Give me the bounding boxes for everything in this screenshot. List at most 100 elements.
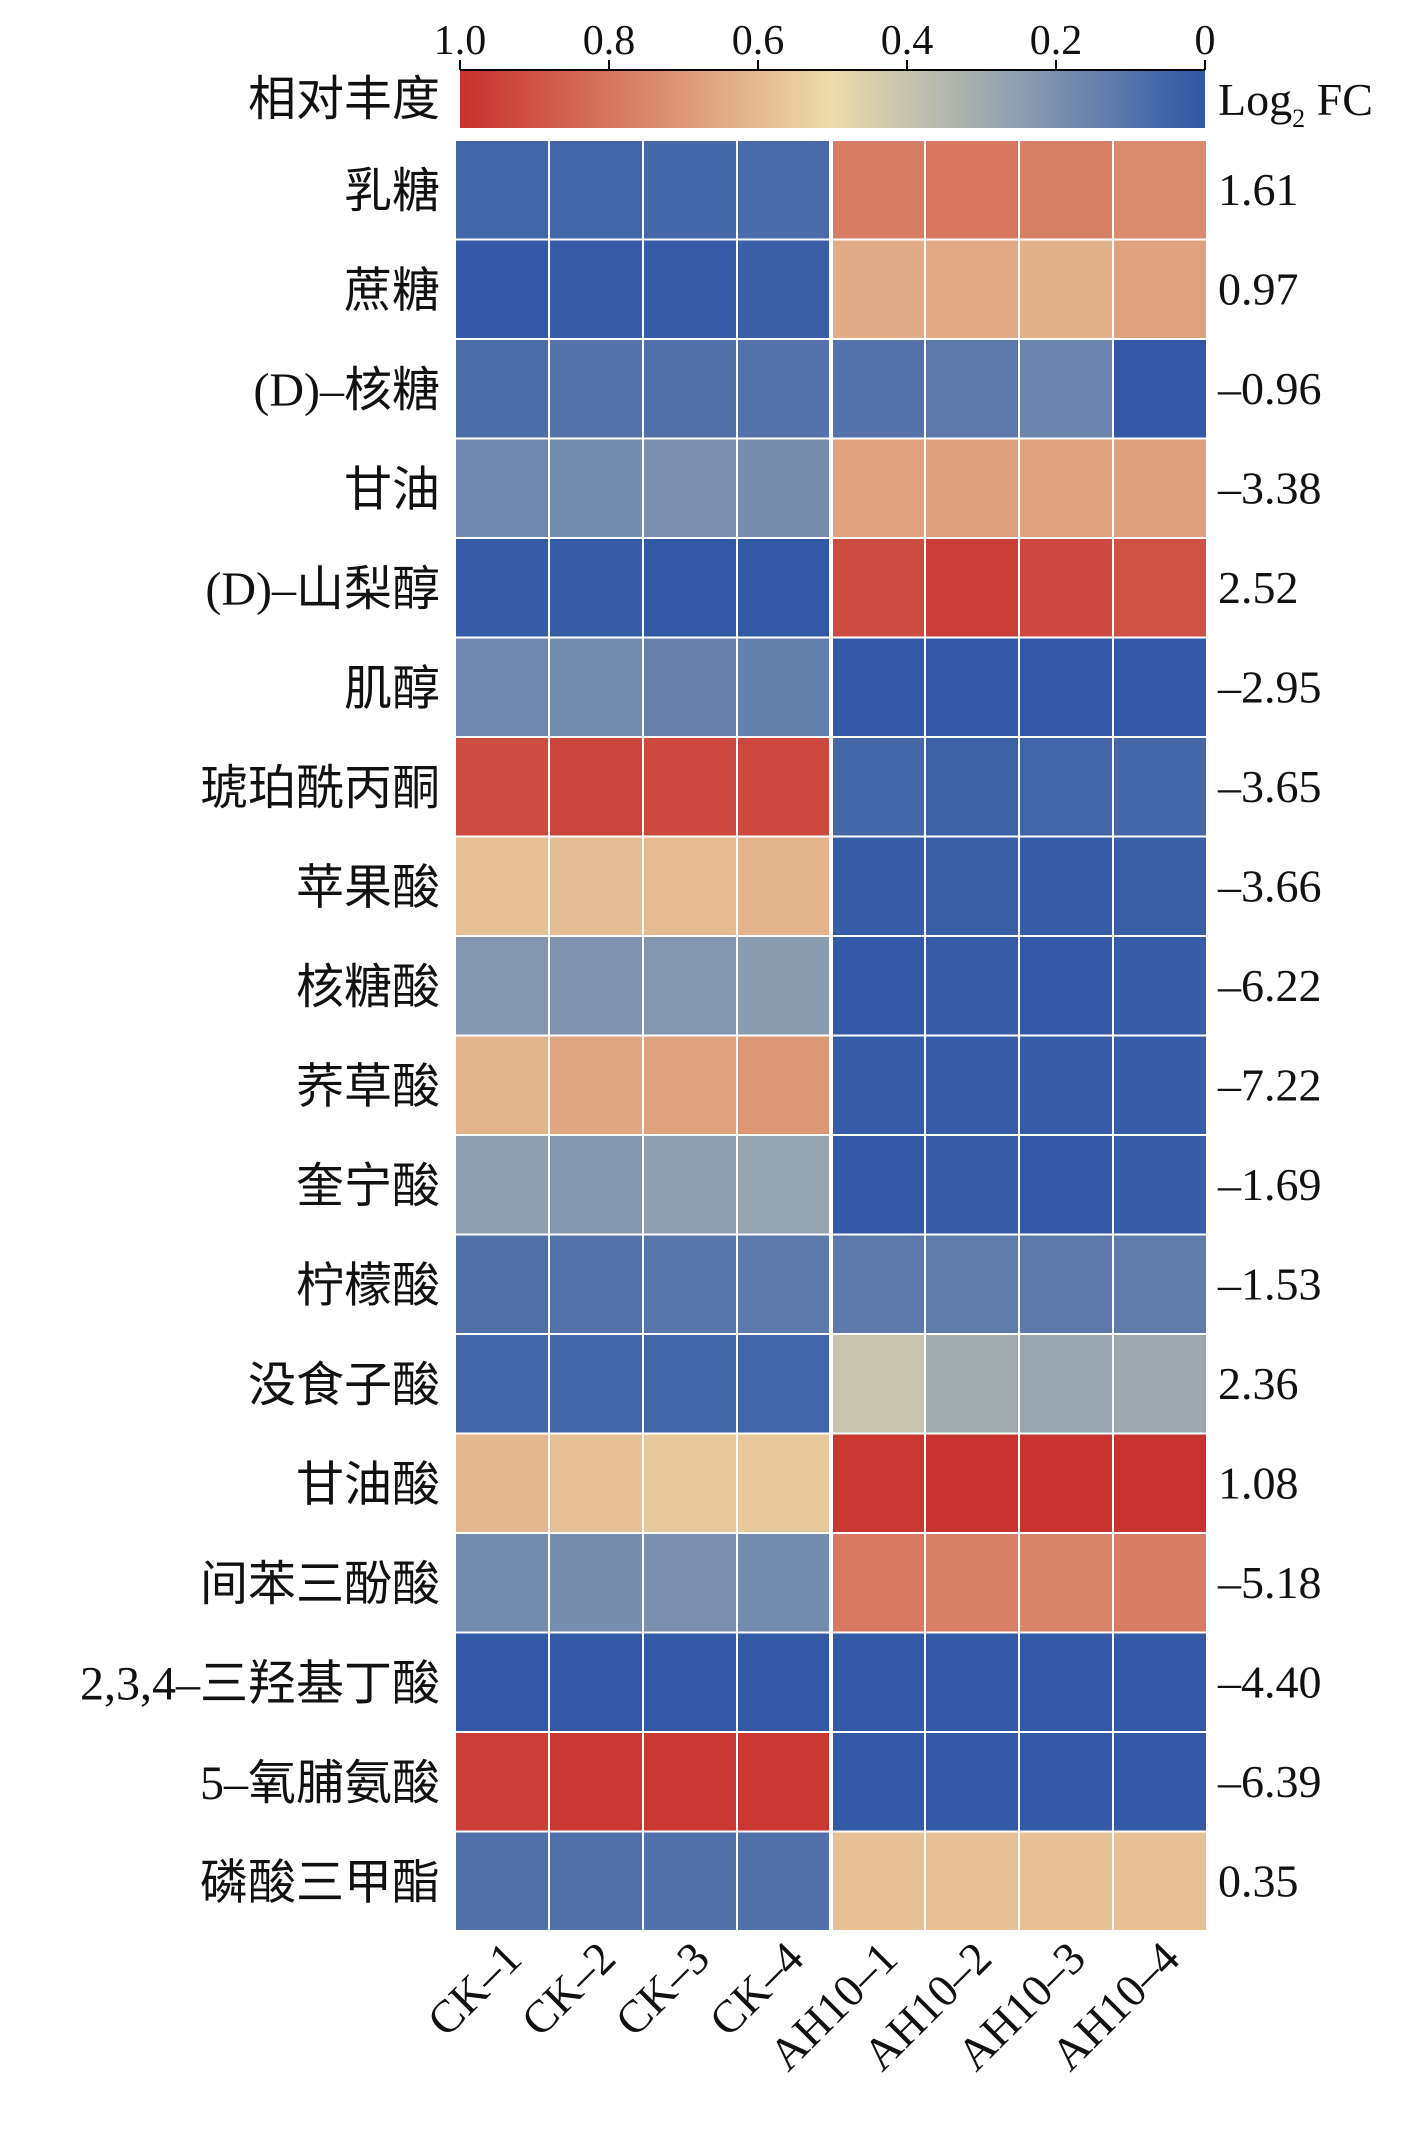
colorbar-tick-label: 0.4 bbox=[881, 18, 934, 64]
colorbar-rect bbox=[460, 70, 1205, 128]
heatmap-cell bbox=[924, 935, 1020, 1037]
heatmap-cell bbox=[548, 1830, 644, 1932]
row-label: 荞草酸 bbox=[296, 1060, 440, 1113]
heatmap-cell bbox=[830, 139, 926, 241]
heatmap-cell bbox=[1018, 835, 1114, 937]
heatmap-cell bbox=[1018, 1432, 1114, 1534]
heatmap-cell bbox=[924, 1333, 1020, 1435]
heatmap-cell bbox=[736, 1830, 832, 1932]
fc-value: –6.22 bbox=[1217, 960, 1322, 1011]
heatmap-cell bbox=[924, 1432, 1020, 1534]
heatmap-cell bbox=[454, 1532, 550, 1634]
heatmap-cell bbox=[548, 238, 644, 340]
heatmap-cell bbox=[924, 636, 1020, 738]
heatmap-cell bbox=[924, 1034, 1020, 1136]
row-label: 甘油 bbox=[344, 463, 440, 516]
heatmap-cell bbox=[736, 1333, 832, 1435]
heatmap-cell bbox=[1112, 1830, 1208, 1932]
row-label: 没食子酸 bbox=[248, 1359, 440, 1412]
heatmap-cell bbox=[1018, 1034, 1114, 1136]
log2-fc-header: Log2 FC bbox=[1218, 74, 1373, 133]
heatmap-cell bbox=[1112, 935, 1208, 1037]
heatmap-cell bbox=[736, 736, 832, 838]
heatmap-cell bbox=[548, 736, 644, 838]
heatmap-cell bbox=[830, 1432, 926, 1534]
heatmap-cell bbox=[454, 1134, 550, 1236]
heatmap-cell bbox=[642, 1333, 738, 1435]
heatmap-cell bbox=[1018, 238, 1114, 340]
heatmap-cell bbox=[830, 437, 926, 539]
heatmap-cell bbox=[454, 935, 550, 1037]
heatmap-cell bbox=[548, 935, 644, 1037]
heatmap-cell bbox=[454, 1631, 550, 1733]
heatmap-cell bbox=[548, 835, 644, 937]
heatmap-cell bbox=[736, 1034, 832, 1136]
fc-value: 0.97 bbox=[1218, 263, 1299, 314]
colorbar-label: 相对丰度 bbox=[248, 73, 440, 126]
heatmap-cell bbox=[1112, 1631, 1208, 1733]
heatmap-cell bbox=[830, 338, 926, 440]
heatmap-cell bbox=[924, 1233, 1020, 1335]
heatmap-cell bbox=[830, 736, 926, 838]
heatmap-cell bbox=[642, 238, 738, 340]
heatmap-cell bbox=[1018, 338, 1114, 440]
heatmap-cell bbox=[830, 238, 926, 340]
fc-value: 2.36 bbox=[1218, 1358, 1299, 1409]
heatmap-cell bbox=[736, 338, 832, 440]
heatmap-cell bbox=[736, 537, 832, 639]
fc-header-base: Log bbox=[1218, 74, 1292, 125]
heatmap-cell bbox=[1112, 437, 1208, 539]
row-label: 蔗糖 bbox=[344, 264, 440, 317]
heatmap-cell bbox=[736, 1731, 832, 1833]
heatmap-cell bbox=[1112, 835, 1208, 937]
colorbar-tick-label: 0.2 bbox=[1030, 18, 1083, 64]
heatmap-cell bbox=[736, 437, 832, 539]
fc-value: –5.18 bbox=[1217, 1557, 1322, 1608]
heatmap-cell bbox=[924, 139, 1020, 241]
heatmap-cell bbox=[548, 537, 644, 639]
heatmap-cell bbox=[454, 1233, 550, 1335]
heatmap-cell bbox=[736, 238, 832, 340]
heatmap-cell bbox=[1018, 1731, 1114, 1833]
heatmap-cell bbox=[548, 1532, 644, 1634]
heatmap-cell bbox=[736, 835, 832, 937]
heatmap-cell bbox=[1018, 139, 1114, 241]
heatmap-cell bbox=[736, 1134, 832, 1236]
heatmap-cell bbox=[642, 935, 738, 1037]
fc-value: –1.69 bbox=[1217, 1159, 1322, 1210]
heatmap-cell bbox=[1018, 1333, 1114, 1435]
heatmap-cell bbox=[1018, 736, 1114, 838]
row-label: 磷酸三甲酯 bbox=[200, 1856, 440, 1909]
heatmap-cell bbox=[736, 935, 832, 1037]
heatmap-cell bbox=[924, 736, 1020, 838]
heatmap-cell bbox=[642, 1134, 738, 1236]
heatmap-cell bbox=[924, 1830, 1020, 1932]
row-label: 奎宁酸 bbox=[296, 1160, 440, 1213]
heatmap-cell bbox=[1112, 1432, 1208, 1534]
heatmap-cell bbox=[1018, 636, 1114, 738]
heatmap-cell bbox=[830, 636, 926, 738]
fc-value: –4.40 bbox=[1217, 1656, 1322, 1707]
heatmap-cell bbox=[548, 139, 644, 241]
heatmap-cell bbox=[1018, 1631, 1114, 1733]
fc-value: –3.65 bbox=[1217, 761, 1322, 812]
heatmap-cell bbox=[1112, 1333, 1208, 1435]
fc-value: 2.52 bbox=[1218, 562, 1299, 613]
heatmap-cell bbox=[1112, 1233, 1208, 1335]
heatmap-cell bbox=[548, 1134, 644, 1236]
colorbar-tick-label: 1.0 bbox=[434, 18, 487, 64]
heatmap-cell bbox=[454, 636, 550, 738]
heatmap-cell bbox=[548, 1034, 644, 1136]
heatmap-cell bbox=[642, 736, 738, 838]
heatmap-cell bbox=[830, 1134, 926, 1236]
heatmap-cell bbox=[548, 1432, 644, 1534]
heatmap-cell bbox=[1112, 1134, 1208, 1236]
fc-value: 1.08 bbox=[1218, 1457, 1299, 1508]
heatmap-cell bbox=[454, 238, 550, 340]
heatmap-cell bbox=[924, 1134, 1020, 1236]
heatmap-cell bbox=[548, 437, 644, 539]
colorbar-tick-label: 0.8 bbox=[583, 18, 636, 64]
heatmap-cell bbox=[830, 1631, 926, 1733]
heatmap-cell bbox=[924, 238, 1020, 340]
heatmap-cell bbox=[924, 1731, 1020, 1833]
